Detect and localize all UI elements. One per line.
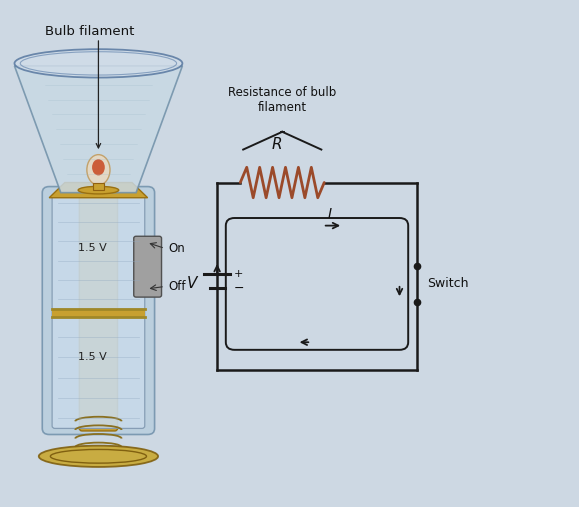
- Text: On: On: [168, 242, 185, 255]
- Text: I: I: [327, 206, 331, 221]
- FancyBboxPatch shape: [52, 194, 145, 310]
- Bar: [52, 309, 145, 317]
- Text: Resistance of bulb
filament: Resistance of bulb filament: [228, 86, 336, 114]
- Text: −: −: [233, 281, 244, 295]
- Ellipse shape: [87, 155, 110, 185]
- Text: Switch: Switch: [427, 277, 469, 291]
- Text: Off: Off: [168, 280, 185, 293]
- Text: R: R: [271, 137, 282, 152]
- Text: V: V: [186, 276, 197, 292]
- Polygon shape: [49, 183, 148, 198]
- Polygon shape: [14, 66, 182, 193]
- Text: +: +: [233, 269, 243, 279]
- FancyBboxPatch shape: [52, 309, 145, 428]
- Ellipse shape: [78, 187, 119, 194]
- Bar: [93, 183, 104, 190]
- FancyBboxPatch shape: [134, 236, 162, 297]
- FancyBboxPatch shape: [79, 190, 118, 431]
- Ellipse shape: [39, 446, 158, 467]
- Text: 1.5 V: 1.5 V: [78, 352, 107, 363]
- Text: Bulb filament: Bulb filament: [45, 25, 134, 39]
- FancyBboxPatch shape: [42, 187, 155, 434]
- Text: 1.5 V: 1.5 V: [78, 243, 107, 254]
- Ellipse shape: [14, 49, 182, 78]
- Ellipse shape: [92, 159, 105, 175]
